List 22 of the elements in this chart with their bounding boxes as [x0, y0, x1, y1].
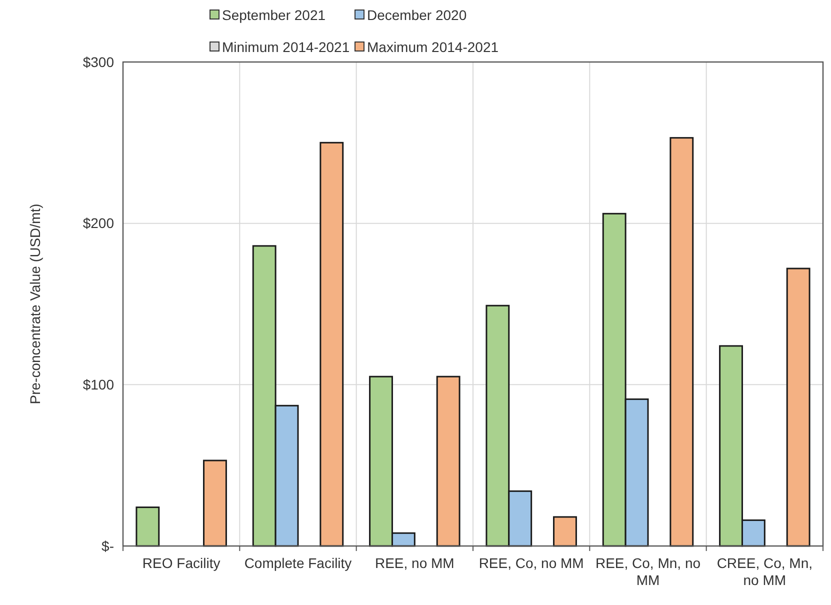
x-tick-label: REE, Co, no MM [478, 555, 584, 571]
bar [786, 268, 810, 547]
y-tick-label: $200 [82, 215, 114, 232]
legend-label: Maximum 2014-2021 [367, 38, 499, 55]
x-tick-label: REO Facility [142, 555, 220, 571]
bar [670, 137, 694, 547]
bar [320, 142, 344, 547]
legend-label: Minimum 2014-2021 [222, 38, 350, 55]
x-tick-label: REE, Co, Mn, no MM [595, 555, 701, 588]
bar [203, 460, 227, 547]
y-axis-title: Pre-concentrate Value (USD/mt) [27, 204, 43, 404]
x-tick-label: CREE, Co, Mn, no MM [716, 555, 813, 588]
bar [436, 376, 460, 547]
legend-label: December 2020 [367, 6, 467, 23]
y-tick-label: $300 [82, 54, 114, 70]
x-tick-label: REE, no MM [374, 555, 454, 571]
bar [136, 506, 160, 547]
y-tick-label: $- [102, 538, 114, 554]
y-tick-label: $100 [82, 376, 114, 393]
bar [553, 516, 577, 547]
legend-label: September 2021 [222, 6, 326, 23]
x-tick-label: Complete Facility [244, 555, 352, 571]
